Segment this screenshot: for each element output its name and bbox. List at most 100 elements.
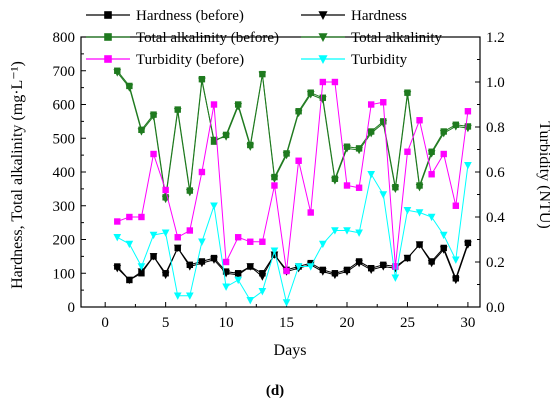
data-point [174, 234, 181, 241]
data-point [173, 292, 182, 300]
data-point [185, 189, 194, 197]
legend-label: Hardness [351, 8, 407, 24]
data-point [427, 213, 436, 222]
data-point [283, 267, 290, 275]
data-point [125, 276, 134, 285]
data-point [258, 288, 267, 296]
data-point [403, 207, 412, 215]
legend-marker [318, 55, 328, 64]
y-axis-right: 0.0 0.2 0.4 0.6 0.8 1.0 1.2 [475, 30, 505, 316]
data-point [246, 143, 255, 151]
data-point [294, 109, 303, 118]
data-point [367, 101, 375, 108]
data-point [367, 171, 376, 179]
data-point [234, 234, 242, 241]
x-tick-label: 30 [460, 315, 475, 331]
data-point [415, 241, 424, 249]
data-point [270, 251, 279, 259]
data-point [210, 256, 218, 264]
data-point [113, 69, 122, 77]
data-point [331, 177, 339, 185]
data-point [149, 113, 158, 121]
y-right-tick-label: 1.2 [486, 30, 505, 46]
data-point [403, 91, 412, 99]
data-point [222, 283, 230, 291]
data-point [451, 276, 460, 285]
data-point [451, 123, 460, 131]
data-point [258, 71, 267, 79]
data-point [392, 263, 399, 270]
y-left-tick-label: 600 [53, 98, 76, 114]
series-4 [114, 78, 472, 275]
data-point [464, 162, 472, 170]
legend-item: Turbidity [301, 52, 408, 68]
data-point [464, 241, 472, 249]
data-point [137, 128, 146, 136]
data-point [246, 263, 255, 271]
data-point [451, 256, 460, 264]
data-point [319, 78, 327, 86]
data-point [282, 151, 291, 160]
data-point [270, 247, 279, 255]
data-point [173, 108, 182, 116]
data-point [114, 218, 121, 225]
data-point [282, 299, 291, 307]
data-point [331, 271, 339, 280]
data-point [307, 209, 314, 216]
legend-marker [104, 55, 112, 63]
data-point [416, 117, 423, 124]
data-point [185, 263, 194, 271]
x-tick-label: 15 [279, 315, 294, 331]
data-point [198, 168, 206, 176]
legend-item: Turbidity (before) [86, 52, 244, 68]
data-point [210, 136, 218, 145]
data-point [126, 213, 133, 221]
data-point [161, 271, 170, 280]
data-point [318, 240, 327, 249]
y-left-tick-label: 100 [53, 266, 76, 282]
data-point [355, 146, 363, 155]
y-right-tick-label: 0.6 [486, 165, 505, 181]
data-point [427, 259, 436, 268]
data-point [343, 182, 351, 189]
x-tick-label: 10 [219, 315, 234, 331]
data-point [137, 268, 146, 276]
data-point [149, 231, 158, 240]
legend-item: Total alkalinity (before) [86, 30, 279, 46]
data-point [355, 184, 363, 191]
data-point [343, 227, 351, 235]
data-point [428, 171, 435, 178]
series-line [116, 242, 469, 281]
data-point [391, 274, 400, 282]
data-point [427, 150, 436, 158]
x-tick-label: 0 [101, 315, 109, 331]
data-point [185, 292, 194, 300]
data-point [464, 108, 472, 115]
y-left-tick-label: 800 [53, 30, 76, 46]
data-point [125, 240, 134, 249]
legend-marker [318, 11, 328, 20]
data-point [246, 297, 255, 305]
series-line [116, 243, 469, 282]
legend-label: Total alkalinity (before) [136, 30, 279, 46]
legend: Hardness (before) Hardness Total alkalinit… [86, 8, 443, 68]
data-point [306, 263, 315, 271]
data-point [343, 268, 351, 276]
legend-label: Total alkalinity [351, 30, 443, 46]
y-left-tick-label: 200 [53, 233, 76, 249]
data-point [343, 145, 351, 153]
data-point [210, 101, 218, 108]
data-point [404, 148, 411, 155]
data-point [186, 227, 194, 234]
data-point [113, 264, 122, 273]
data-point [173, 244, 182, 253]
data-point [306, 91, 315, 99]
data-point [331, 78, 339, 86]
data-point [150, 150, 157, 158]
legend-marker [104, 11, 112, 19]
y-left-tick-label: 500 [53, 131, 76, 147]
data-point [198, 238, 206, 246]
data-point [452, 202, 460, 209]
data-point [379, 191, 388, 199]
data-point [367, 129, 376, 138]
